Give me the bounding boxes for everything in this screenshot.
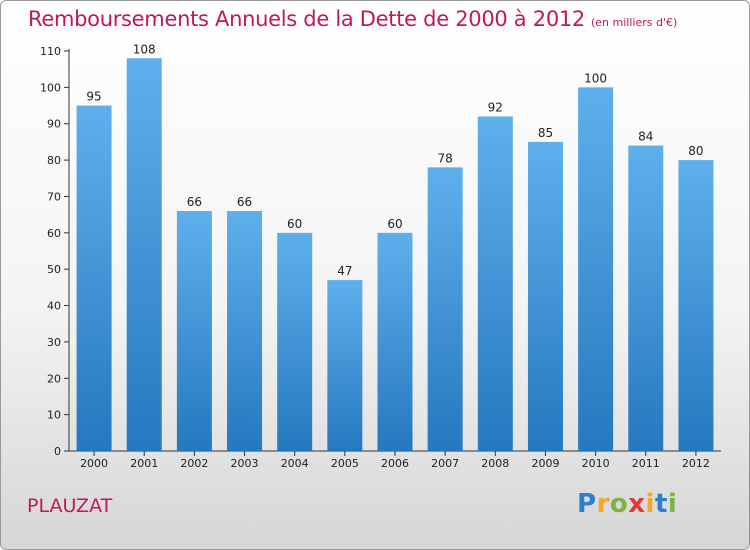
data-label-2002: 66 — [187, 195, 202, 209]
x-tick-label: 2001 — [130, 457, 158, 470]
x-tick-label: 2009 — [531, 457, 559, 470]
axes: 0 10 20 30 40 50 60 70 80 90 100 110 2000 2001 2002 200… — [40, 45, 721, 470]
bar-2006 — [377, 232, 413, 451]
x-tick-label: 2008 — [481, 457, 509, 470]
y-tick-label: 90 — [47, 118, 61, 131]
data-label-2003: 66 — [237, 195, 252, 209]
y-tick-label: 50 — [47, 263, 61, 276]
data-label-2005: 47 — [337, 264, 352, 278]
bar-2002 — [176, 211, 212, 451]
data-label-2004: 60 — [287, 217, 302, 231]
bar-2007 — [427, 167, 463, 451]
bars — [76, 58, 714, 452]
y-tick-label: 70 — [47, 190, 61, 203]
unit-label: (en milliers d'€) — [591, 16, 678, 29]
bar-2004 — [277, 232, 313, 451]
data-labels: 95 108 66 66 60 47 60 78 92 85 100 84 80 — [86, 42, 703, 278]
x-tick-label: 2002 — [180, 457, 208, 470]
bar-2012 — [678, 160, 714, 451]
bar-2008 — [477, 116, 513, 452]
x-tick-label: 2006 — [381, 457, 409, 470]
y-tick-label: 60 — [47, 227, 61, 240]
x-tick-label: 2012 — [682, 457, 710, 470]
data-label-2000: 95 — [86, 90, 101, 104]
title-text: Remboursements Annuels de la Dette de 20… — [28, 7, 585, 31]
logo-letter: r — [596, 489, 610, 519]
y-tick-label: 80 — [47, 154, 61, 167]
y-tick-label: 30 — [47, 336, 61, 349]
bar-2010 — [578, 87, 614, 451]
bar-2001 — [126, 58, 162, 451]
data-label-2009: 85 — [538, 126, 553, 140]
bar-2011 — [628, 145, 664, 451]
logo-letter: x — [628, 489, 646, 519]
x-tick-label: 2004 — [281, 457, 309, 470]
logo-letter: o — [609, 489, 629, 519]
y-tick-label: 0 — [54, 445, 61, 458]
logo-letter: i — [645, 489, 655, 519]
x-tick-label: 2010 — [582, 457, 610, 470]
x-tick-label: 2000 — [80, 457, 108, 470]
proxiti-logo: Proxiti — [577, 489, 677, 519]
data-label-2011: 84 — [638, 130, 653, 144]
chart-title: Remboursements Annuels de la Dette de 20… — [28, 7, 677, 31]
x-tick-label: 2007 — [431, 457, 459, 470]
data-label-2001: 108 — [133, 42, 156, 56]
bar-2009 — [527, 141, 563, 451]
x-tick-label: 2011 — [632, 457, 660, 470]
data-label-2008: 92 — [488, 100, 503, 114]
y-tick-label: 100 — [40, 81, 61, 94]
x-tick-label: 2003 — [231, 457, 259, 470]
data-label-2010: 100 — [584, 71, 607, 85]
data-label-2006: 60 — [387, 217, 402, 231]
y-tick-label: 110 — [40, 45, 61, 58]
data-label-2007: 78 — [438, 151, 453, 165]
y-tick-label: 10 — [47, 409, 61, 422]
bar-2003 — [227, 211, 263, 451]
logo-letter: t — [654, 489, 668, 519]
y-tick-label: 40 — [47, 300, 61, 313]
logo-letter: i — [667, 489, 678, 519]
bar-2005 — [327, 280, 363, 451]
y-tick-label: 20 — [47, 372, 61, 385]
x-tick-label: 2005 — [331, 457, 359, 470]
logo-letter: P — [577, 489, 597, 519]
bar-2000 — [76, 105, 112, 451]
data-label-2012: 80 — [688, 144, 703, 158]
commune-name: PLAUZAT — [27, 495, 113, 517]
